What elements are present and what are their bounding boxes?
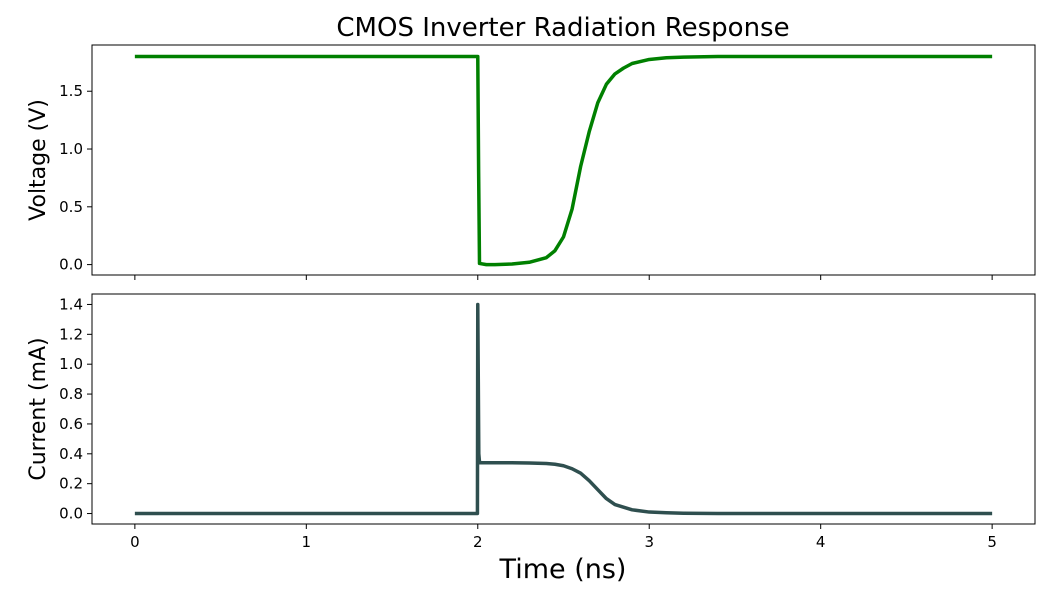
current-axes-frame — [91, 293, 1036, 525]
voltage-y-tick-label: 0.5 — [59, 198, 83, 216]
current-y-tick-label: 0.2 — [59, 475, 83, 493]
current-y-tick-label: 1.2 — [59, 325, 83, 343]
chart-title: CMOS Inverter Radiation Response — [336, 13, 789, 43]
current-y-tick-label: 1.4 — [59, 295, 83, 313]
voltage-axes-frame — [91, 44, 1036, 276]
voltage-y-tick-label: 1.5 — [59, 82, 83, 100]
voltage-y-tick-label: 0.0 — [59, 256, 83, 274]
current-series-line-0 — [134, 302, 993, 516]
voltage-series-group — [134, 54, 993, 267]
current-x-tick-label: 2 — [473, 533, 483, 551]
current-y-tick-label: 1.0 — [59, 355, 83, 373]
current-x-tick-label: 0 — [130, 533, 140, 551]
current-y-tick-label: 0.8 — [59, 385, 83, 403]
current-x-tick-label: 3 — [644, 533, 654, 551]
voltage-y-ticks: 0.0 0.5 1.0 1.5 — [59, 82, 92, 274]
current-x-tick-label: 4 — [816, 533, 826, 551]
current-x-tick-label: 1 — [302, 533, 312, 551]
voltage-y-axis-label: Voltage (V) — [26, 99, 51, 221]
voltage-series-line-0 — [134, 54, 993, 267]
current-y-ticks: 0.0 0.2 0.4 0.6 0.8 1.0 1.2 1.4 — [59, 295, 92, 523]
current-y-tick-label: 0.6 — [59, 415, 83, 433]
current-panel: 0.0 0.2 0.4 0.6 0.8 1.0 1.2 1.4 0 1 2 3 4 5 Current … — [26, 293, 1036, 585]
current-y-tick-label: 0.4 — [59, 445, 83, 463]
voltage-x-ticks — [134, 275, 993, 280]
current-y-tick-label: 0.0 — [59, 505, 83, 523]
current-y-axis-label: Current (mA) — [26, 337, 51, 480]
current-series-group — [134, 302, 993, 516]
voltage-panel: 0.0 0.5 1.0 1.5 Voltage (V) — [26, 44, 1036, 280]
current-x-tick-label: 5 — [987, 533, 997, 551]
voltage-y-tick-label: 1.0 — [59, 140, 83, 158]
current-x-ticks: 0 1 2 3 4 5 — [130, 524, 997, 551]
x-axis-label: Time (ns) — [499, 554, 627, 585]
